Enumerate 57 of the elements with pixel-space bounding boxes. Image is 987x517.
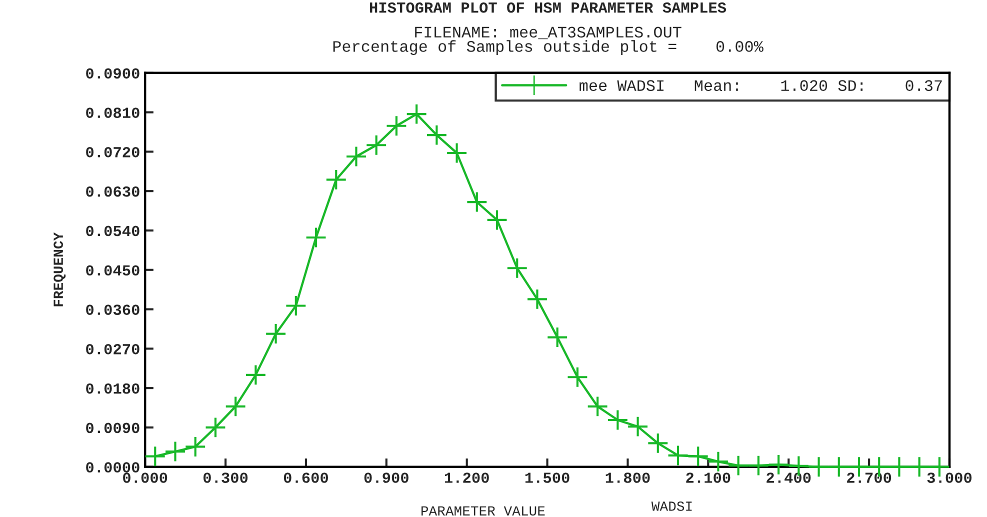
y-tick-label: 0.0270 — [86, 344, 140, 354]
y-tick-label: 0.0630 — [86, 186, 140, 197]
point — [144, 446, 166, 468]
point — [305, 226, 327, 248]
x-axis-title: PARAMETER VALUE — [422, 506, 545, 516]
x-tick-label: 0.900 — [364, 472, 408, 483]
chart-title: HISTOGRAM PLOT OF HSM PARAMETER SAMPLES — [370, 2, 726, 13]
point — [486, 209, 508, 231]
point — [707, 450, 729, 472]
point — [446, 142, 468, 164]
point — [566, 366, 588, 388]
point — [244, 364, 266, 386]
x-tick-label: 1.200 — [444, 472, 489, 483]
point — [386, 115, 408, 137]
y-tick-label: 0.0450 — [86, 265, 140, 276]
text: WADSI — [651, 502, 692, 511]
point — [224, 396, 246, 418]
x-tick-label: 1.500 — [525, 472, 570, 483]
legend-label: mee WADSI Mean: 1.020 SD: 0.37 — [580, 80, 942, 92]
x-tick-label: 2.100 — [686, 472, 730, 483]
point — [265, 323, 287, 345]
point — [687, 446, 709, 468]
y-tick-label: 0.0360 — [86, 304, 140, 315]
x-tick-label: 2.400 — [766, 472, 811, 483]
point — [285, 295, 307, 317]
y-tick-label: 0.0540 — [86, 226, 140, 236]
point — [406, 103, 428, 125]
y-tick-label: 0.0090 — [86, 422, 140, 434]
x-tick-label: 2.700 — [847, 472, 892, 483]
point — [506, 257, 528, 279]
point — [586, 396, 608, 418]
y-tick-label: 0.0720 — [86, 147, 140, 158]
y-tick-label: 0.0180 — [86, 383, 140, 394]
point — [606, 409, 628, 431]
y-tick-label: 0.0810 — [86, 108, 140, 118]
point — [647, 432, 669, 454]
point — [627, 416, 649, 438]
y-tick-label: 0.0900 — [86, 68, 140, 79]
point — [526, 288, 548, 310]
point — [426, 124, 448, 146]
point — [345, 146, 368, 168]
point — [184, 436, 206, 458]
y-tick-label: 0.0000 — [86, 462, 140, 473]
x-tick-label: 0.300 — [203, 472, 248, 483]
point — [325, 168, 347, 190]
point — [366, 134, 388, 156]
point — [204, 416, 226, 438]
point — [164, 440, 186, 462]
point — [667, 444, 689, 466]
x-tick-label: 3.000 — [927, 472, 972, 483]
y-axis-title: FREQUENCY — [54, 232, 66, 306]
x-tick-label: 1.800 — [606, 472, 650, 483]
x-tick-label: 0.000 — [123, 472, 168, 483]
x-tick-label: 0.600 — [284, 472, 328, 483]
chart-subtitle: FILENAME: mee_AT3SAMPLES.OUT Percentage of Samples outside plot = 0.00% — [333, 26, 764, 56]
point — [546, 326, 568, 348]
point — [466, 191, 488, 213]
